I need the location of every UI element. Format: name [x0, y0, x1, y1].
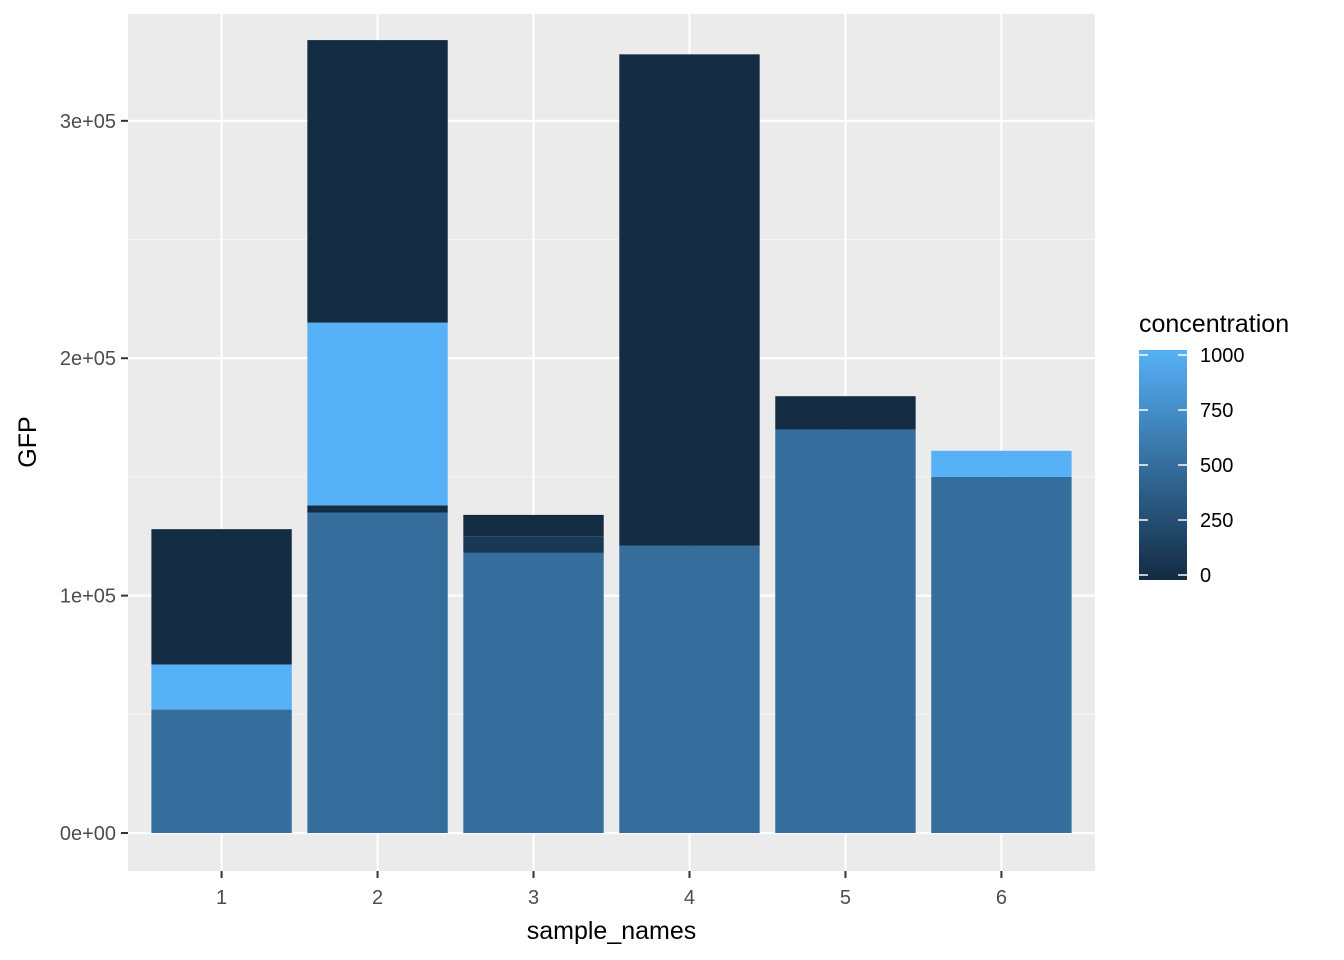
bar-segment-6 [931, 476, 1072, 834]
axes: 0e+00 1e+05 2e+05 3e+05 1 2 3 4 5 6 [60, 111, 1007, 909]
x-axis-title: sample_names [527, 917, 697, 945]
y-axis-title: GFP [14, 416, 42, 467]
bar-segment-5 [775, 396, 916, 430]
bar-segment-2 [307, 505, 448, 513]
legend-label: 1000 [1200, 345, 1245, 367]
bar-segment-3 [463, 514, 604, 537]
legend-title: concentration [1139, 310, 1289, 338]
bar-segment-2 [307, 40, 448, 323]
bar-segment-4 [619, 54, 760, 546]
x-tick-label: 3 [528, 887, 539, 909]
bars [151, 40, 1072, 834]
bar-segment-3 [463, 552, 604, 834]
legend-label: 750 [1200, 400, 1233, 422]
x-tick-label: 4 [684, 887, 695, 909]
bar-segment-2 [307, 322, 448, 506]
legend: concentration 0 250 500 750 1000 [1139, 310, 1289, 587]
legend-ticks: 0 250 500 750 1000 [1139, 345, 1245, 587]
bar-segment-1 [151, 664, 292, 710]
x-tick-label: 6 [996, 887, 1007, 909]
bar-segment-5 [775, 429, 916, 834]
bar-segment-3 [463, 536, 604, 553]
bar-segment-4 [619, 545, 760, 834]
y-tick-label: 0e+00 [60, 823, 116, 845]
x-tick-label: 5 [840, 887, 851, 909]
x-tick-label: 1 [216, 887, 227, 909]
bar-segment-1 [151, 709, 292, 834]
bar-segment-1 [151, 529, 292, 665]
legend-label: 500 [1200, 455, 1233, 477]
y-tick-label: 1e+05 [60, 586, 116, 608]
bar-segment-6 [931, 450, 1072, 477]
legend-label: 250 [1200, 510, 1233, 532]
y-tick-label: 2e+05 [60, 348, 116, 370]
y-tick-label: 3e+05 [60, 111, 116, 133]
x-tick-label: 2 [372, 887, 383, 909]
legend-label: 0 [1200, 565, 1211, 587]
bar-segment-2 [307, 512, 448, 834]
